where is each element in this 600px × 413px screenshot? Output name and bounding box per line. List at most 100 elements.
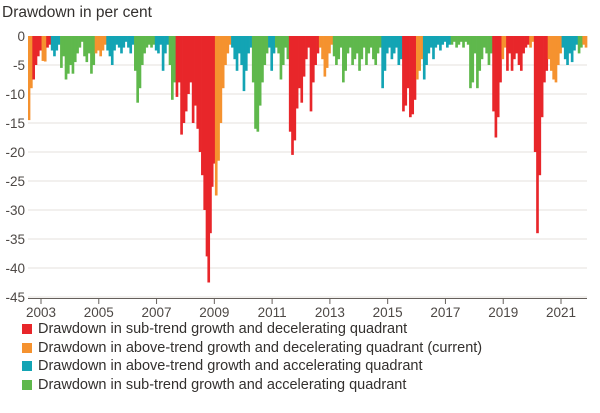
drawdown-bar <box>307 36 311 48</box>
drawdown-bar <box>298 36 301 89</box>
drawdown-bar <box>113 36 116 51</box>
drawdown-bar <box>221 36 225 89</box>
drawdown-bar <box>247 36 250 54</box>
drawdown-bar <box>57 36 61 45</box>
drawdown-bar <box>372 36 375 60</box>
drawdown-bar <box>244 36 248 71</box>
drawdown-bar <box>563 36 567 60</box>
drawdown-bar <box>256 36 260 132</box>
drawdown-bar <box>184 36 188 112</box>
drawdown-bar <box>138 36 142 89</box>
drawdown-bar <box>450 36 454 45</box>
drawdown-bar <box>362 36 366 48</box>
drawdown-bar <box>510 36 514 71</box>
drawdown-bar <box>164 36 167 54</box>
drawdown-bar <box>524 36 528 48</box>
drawdown-bar <box>254 36 257 129</box>
x-tick-label: 2013 <box>315 305 345 320</box>
drawdown-bar <box>561 36 565 48</box>
y-tick-label: -40 <box>5 261 25 276</box>
drawdown-bar <box>171 36 174 100</box>
drawdown-bar <box>233 36 237 60</box>
drawdown-bar <box>272 36 276 54</box>
drawdown-bar <box>85 36 89 63</box>
drawdown-bar <box>409 36 412 118</box>
drawdown-bar <box>538 36 542 176</box>
drawdown-bar <box>182 36 186 123</box>
drawdown-bar <box>443 36 447 42</box>
drawdown-bar <box>325 36 329 68</box>
drawdown-bar <box>353 36 357 60</box>
drawdown-bar <box>448 36 451 45</box>
drawdown-bar <box>209 36 212 234</box>
drawdown-bar <box>55 36 59 51</box>
drawdown-bar <box>355 36 359 54</box>
drawdown-bar <box>231 36 234 48</box>
drawdown-bar <box>413 36 417 100</box>
drawdown-bar <box>258 36 262 106</box>
drawdown-bar <box>323 36 327 77</box>
drawdown-bar <box>316 36 320 54</box>
drawdown-bar <box>166 36 170 45</box>
drawdown-bar <box>217 36 220 161</box>
drawdown-bar <box>76 36 79 54</box>
drawdown-bar <box>342 36 345 83</box>
drawdown-bar <box>97 36 100 51</box>
legend-label: Drawdown in above-trend growth and accel… <box>38 358 423 375</box>
drawdown-bar <box>99 36 103 57</box>
drawdown-bar <box>238 36 241 54</box>
drawdown-bar <box>513 36 516 60</box>
legend-item: Drawdown in sub-trend growth and acceler… <box>22 376 592 395</box>
drawdown-bar <box>374 36 378 65</box>
drawdown-bar <box>94 36 98 54</box>
drawdown-bar <box>543 36 546 83</box>
drawdown-bar <box>556 36 560 65</box>
drawdown-bar <box>584 36 588 48</box>
drawdown-bar <box>240 36 243 65</box>
drawdown-bar <box>328 36 331 54</box>
drawdown-bar <box>48 36 52 45</box>
legend-label: Drawdown in sub-trend growth and acceler… <box>38 376 407 393</box>
y-tick-label: -20 <box>5 145 25 160</box>
drawdown-bar <box>503 36 507 48</box>
drawdown-bar <box>506 36 509 71</box>
drawdown-bar <box>415 36 419 80</box>
y-axis-ticks: 0 -5 -10 -15 -20 -25 -30 -35 -40 -45 <box>5 29 25 305</box>
drawdown-bar <box>337 36 341 60</box>
drawdown-bar <box>134 36 137 71</box>
drawdown-bar <box>385 36 389 54</box>
drawdown-bar <box>41 36 45 61</box>
drawdown-bar <box>242 36 246 92</box>
drawdown-bar <box>395 36 398 48</box>
drawdown-bar <box>462 36 465 48</box>
drawdown-bar <box>515 36 519 54</box>
drawdown-bar <box>71 36 75 74</box>
drawdown-bar <box>143 36 146 54</box>
drawdown-bar <box>330 36 334 45</box>
drawdown-bar <box>434 36 438 48</box>
x-tick-label: 2021 <box>546 305 576 320</box>
drawdown-bar <box>420 36 424 60</box>
drawdown-bar <box>432 36 435 60</box>
drawdown-bar <box>469 36 472 89</box>
drawdown-bar <box>30 36 33 89</box>
drawdown-bar <box>73 36 77 63</box>
x-tick-label: 2015 <box>373 305 403 320</box>
drawdown-bar <box>175 36 179 97</box>
drawdown-bar <box>559 36 562 54</box>
drawdown-bar <box>284 36 287 48</box>
drawdown-bar <box>159 36 163 45</box>
drawdown-bar <box>436 36 440 45</box>
drawdown-bar <box>268 36 271 48</box>
drawdown-bar <box>60 36 63 68</box>
drawdown-bar <box>383 36 387 71</box>
y-tick-label: -45 <box>5 290 25 305</box>
drawdown-bar <box>348 36 352 48</box>
drawdown-bar <box>392 36 396 54</box>
drawdown-bar <box>358 36 361 71</box>
drawdown-bar <box>429 36 433 48</box>
drawdown-bar <box>566 36 569 65</box>
drawdown-bar <box>360 36 364 60</box>
drawdown-bar <box>36 36 40 57</box>
drawdown-bar <box>367 36 371 54</box>
